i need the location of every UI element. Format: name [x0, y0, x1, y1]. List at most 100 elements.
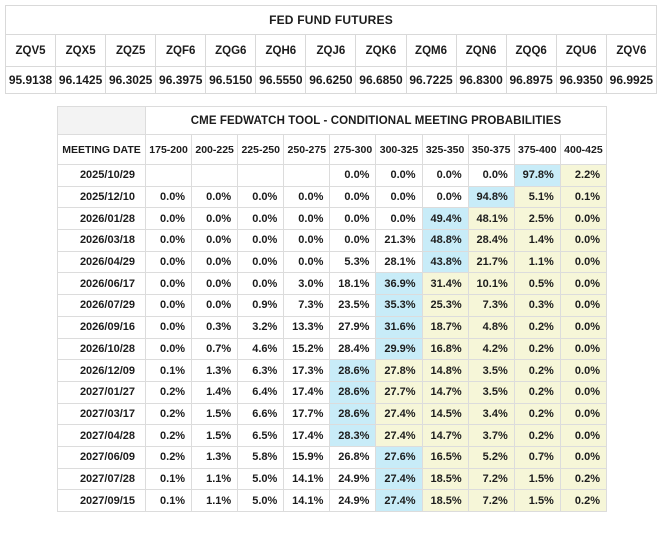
probability-cell: 4.2% — [467, 337, 515, 361]
meeting-date-cell: 2027/04/28 — [57, 424, 146, 447]
probability-cell: 17.3% — [283, 359, 331, 382]
futures-contract-header: ZQV5 — [4, 34, 57, 67]
futures-price: 96.5150 — [205, 66, 257, 94]
probability-cell: 0.1% — [559, 185, 608, 209]
probability-cell: 3.5% — [467, 359, 515, 382]
probability-cell: 29.9% — [375, 337, 423, 361]
probability-cell: 0.2% — [144, 402, 193, 426]
probability-cell: 26.8% — [329, 445, 377, 469]
probability-cell: 6.3% — [237, 359, 285, 382]
probability-cell: 3.0% — [283, 272, 331, 296]
probability-cell: 14.5% — [421, 402, 469, 426]
probability-cell: 2.2% — [559, 164, 608, 187]
probability-cell: 36.9% — [375, 272, 423, 296]
fedwatch-row: 2026/07/29 0.0% 0.0% 0.9% 7.3% 23.5% 35.3% 25.3… — [57, 294, 608, 317]
meeting-date-cell: 2026/07/29 — [57, 294, 146, 317]
probability-cell: 4.6% — [237, 337, 285, 361]
probability-cell: 0.2% — [513, 315, 561, 339]
probability-cell: 43.8% — [421, 250, 469, 274]
fedwatch-table: CME FEDWATCH TOOL - CONDITIONAL MEETING … — [57, 106, 608, 512]
rate-bin-header: 350-375 — [467, 134, 515, 165]
probability-cell: 1.1% — [191, 467, 239, 491]
probability-cell: 31.6% — [375, 315, 423, 339]
probability-cell: 0.0% — [237, 250, 285, 274]
probability-cell: 27.4% — [375, 402, 423, 426]
probability-cell: 0.0% — [191, 272, 239, 296]
probability-cell: 17.7% — [283, 402, 331, 426]
probability-cell: 10.1% — [467, 272, 515, 296]
probability-cell: 18.1% — [329, 272, 377, 296]
meeting-date-cell: 2026/09/16 — [57, 315, 146, 339]
probability-cell: 0.0% — [283, 229, 331, 252]
probability-cell: 0.2% — [559, 467, 608, 491]
probability-cell: 28.1% — [375, 250, 423, 274]
probability-cell: 0.2% — [144, 424, 193, 447]
probability-cell: 5.2% — [467, 445, 515, 469]
probability-cell: 1.5% — [191, 424, 239, 447]
probability-cell: 0.2% — [513, 402, 561, 426]
fedwatch-row: 2027/07/28 0.1% 1.1% 5.0% 14.1% 24.9% 27.4% 18.… — [57, 467, 608, 491]
futures-price: 96.6850 — [355, 66, 407, 94]
probability-cell: 17.4% — [283, 380, 331, 404]
fedwatch-row: 2025/10/29 0.0% 0.0% 0.0% 0.0% 97.8% 2.2% — [57, 164, 608, 187]
meeting-date-cell: 2026/03/18 — [57, 229, 146, 252]
probability-cell: 0.0% — [191, 250, 239, 274]
probability-cell: 0.7% — [191, 337, 239, 361]
probability-cell: 1.1% — [513, 250, 561, 274]
probability-cell: 28.4% — [329, 337, 377, 361]
probability-cell: 0.0% — [375, 164, 423, 187]
probability-cell: 28.6% — [329, 359, 377, 382]
probability-cell: 18.5% — [421, 489, 469, 512]
probability-cell: 97.8% — [513, 164, 561, 187]
probability-cell: 4.8% — [467, 315, 515, 339]
futures-contract-header: ZQV6 — [605, 34, 658, 67]
probability-cell: 27.7% — [375, 380, 423, 404]
probability-cell: 49.4% — [421, 207, 469, 231]
probability-cell — [283, 164, 331, 187]
probability-cell: 7.3% — [467, 294, 515, 317]
probability-cell: 28.4% — [467, 229, 515, 252]
probability-cell: 0.0% — [144, 294, 193, 317]
fedwatch-corner-cell — [57, 106, 146, 135]
fedwatch-row: 2027/01/27 0.2% 1.4% 6.4% 17.4% 28.6% 27.7% 14.… — [57, 380, 608, 404]
probability-cell: 0.3% — [191, 315, 239, 339]
fed-fund-futures-table: FED FUND FUTURES ZQV5 ZQX5 ZQZ5 ZQF6 ZQG6 ZQH… — [4, 5, 658, 94]
meeting-date-header: MEETING DATE — [57, 134, 146, 165]
probability-cell: 0.0% — [375, 185, 423, 209]
probability-cell: 0.0% — [283, 207, 331, 231]
probability-cell: 0.0% — [559, 294, 608, 317]
probability-cell: 2.5% — [513, 207, 561, 231]
probability-cell: 0.7% — [513, 445, 561, 469]
fedwatch-row: 2027/09/15 0.1% 1.1% 5.0% 14.1% 24.9% 27.4% 18.… — [57, 489, 608, 512]
futures-contract-header: ZQH6 — [255, 34, 307, 67]
probability-cell: 0.2% — [144, 380, 193, 404]
futures-price: 96.8300 — [455, 66, 507, 94]
fedwatch-body: 2025/10/29 0.0% 0.0% 0.0% 0.0% 97.8% 2.2% 2025/… — [57, 164, 608, 512]
probability-cell: 0.0% — [329, 229, 377, 252]
futures-contract-header: ZQJ6 — [305, 34, 357, 67]
probability-cell: 0.0% — [191, 207, 239, 231]
futures-header-row: ZQV5 ZQX5 ZQZ5 ZQF6 ZQG6 ZQH6 ZQJ6 ZQK6 ZQM6 ZQN6… — [4, 34, 658, 67]
futures-title: FED FUND FUTURES — [5, 5, 657, 35]
futures-price: 96.3975 — [155, 66, 207, 94]
futures-price: 96.6250 — [305, 66, 357, 94]
futures-price: 96.8975 — [505, 66, 557, 94]
meeting-date-cell: 2025/10/29 — [57, 164, 146, 187]
probability-cell: 27.4% — [375, 424, 423, 447]
probability-cell: 0.0% — [283, 185, 331, 209]
probability-cell: 0.0% — [559, 315, 608, 339]
probability-cell: 3.5% — [467, 380, 515, 404]
probability-cell: 3.7% — [467, 424, 515, 447]
probability-cell: 24.9% — [329, 489, 377, 512]
probability-cell: 16.8% — [421, 337, 469, 361]
probability-cell: 0.0% — [421, 164, 469, 187]
probability-cell: 0.2% — [513, 337, 561, 361]
fedwatch-row: 2025/12/10 0.0% 0.0% 0.0% 0.0% 0.0% 0.0% 0.0% 94… — [57, 185, 608, 209]
probability-cell: 7.3% — [283, 294, 331, 317]
probability-cell: 0.0% — [144, 250, 193, 274]
probability-cell: 0.0% — [191, 185, 239, 209]
probability-cell: 0.0% — [329, 185, 377, 209]
probability-cell: 0.0% — [237, 185, 285, 209]
probability-cell: 0.0% — [559, 229, 608, 252]
